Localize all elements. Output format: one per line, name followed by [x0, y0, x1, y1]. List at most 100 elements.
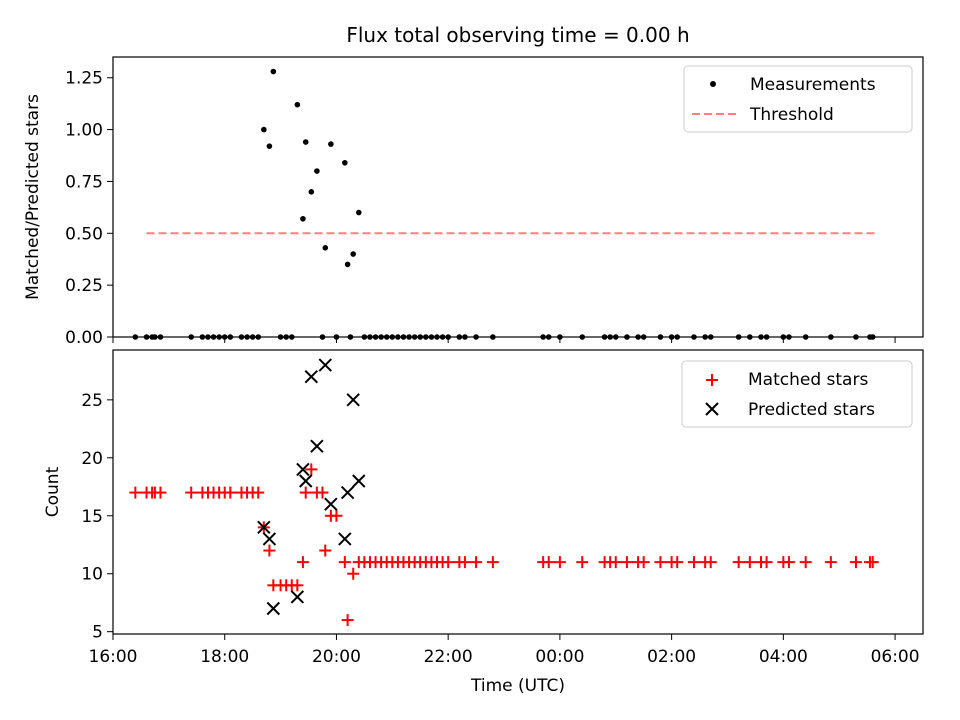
measurement-point	[702, 334, 708, 340]
measurement-point	[445, 334, 451, 340]
predicted-point	[338, 532, 352, 546]
predicted-point	[340, 485, 355, 500]
legend-predicted-marker	[705, 402, 719, 416]
measurement-point	[462, 334, 468, 340]
matched-point	[296, 556, 309, 569]
measurement-point	[707, 334, 714, 340]
measurement-point	[383, 334, 390, 340]
measurement-point	[266, 143, 273, 149]
matched-point	[305, 463, 318, 476]
matched-point	[347, 567, 360, 580]
matched-point	[185, 486, 198, 499]
bottom-y-tick-label: 10	[81, 565, 103, 585]
matched-point	[824, 556, 837, 569]
measurement-point	[347, 334, 354, 340]
bottom-x-tick-label: 00:00	[535, 647, 584, 667]
legend-threshold-label: Threshold	[749, 105, 834, 125]
matched-point	[330, 509, 343, 522]
measurement-point	[395, 334, 401, 340]
measurement-point	[434, 334, 440, 340]
matched-point	[316, 486, 329, 499]
measurement-point	[828, 334, 834, 340]
measurement-point	[283, 334, 289, 340]
matched-point	[866, 556, 879, 569]
matched-point	[458, 556, 471, 569]
measurement-point	[378, 334, 384, 340]
measurement-point	[601, 334, 608, 340]
measurement-point	[691, 334, 697, 340]
predicted-point	[257, 520, 271, 535]
bottom-x-tick-label: 16:00	[89, 647, 138, 667]
bottom-x-ticks: 16:00 18:00 20:00 22:00 00:00 02:00 04:00 06:00	[89, 634, 920, 667]
bottom-x-tick-label: 06:00	[871, 647, 920, 667]
predicted-point	[299, 474, 313, 488]
predicted-point	[266, 601, 281, 616]
measurement-point	[640, 334, 647, 340]
legend-matched-label: Matched stars	[748, 370, 868, 390]
predicted-point	[304, 369, 319, 384]
matched-point	[129, 486, 142, 499]
matched-point	[341, 614, 354, 627]
measurement-point	[417, 334, 424, 340]
bottom-x-tick-label: 02:00	[647, 647, 696, 667]
predicted-point	[262, 532, 277, 546]
measurement-point	[238, 334, 245, 340]
matched-point	[687, 556, 700, 569]
measurement-point	[261, 126, 267, 133]
measurement-point	[216, 334, 222, 340]
measurement-point	[342, 159, 348, 166]
top-y-tick-label: 0.25	[65, 276, 103, 296]
top-y-tick-label: 1.00	[65, 121, 103, 141]
measurement-point	[333, 334, 340, 340]
bottom-y-tick-label: 20	[81, 449, 103, 469]
matched-point	[224, 486, 237, 499]
measurement-point	[319, 334, 326, 340]
measurement-point	[786, 334, 792, 340]
bottom-y-tick-label: 25	[81, 391, 103, 411]
measurement-point	[869, 334, 876, 340]
measurement-point	[277, 334, 284, 340]
measurement-point	[557, 334, 563, 340]
matched-point	[319, 544, 332, 557]
measurement-point	[294, 101, 301, 108]
measurement-point	[456, 334, 463, 340]
matched-point	[542, 556, 555, 569]
measurement-point	[389, 334, 396, 340]
measurement-point	[205, 334, 211, 340]
measurement-point	[143, 334, 150, 340]
bottom-y-tick-label: 5	[92, 623, 103, 643]
matched-point	[732, 556, 745, 569]
bottom-x-tick-label: 20:00	[312, 647, 361, 667]
measurement-point	[657, 334, 664, 340]
measurement-point	[747, 334, 753, 340]
top-axes-frame	[112, 56, 924, 338]
predicted-point	[318, 358, 332, 372]
measurement-point	[322, 245, 329, 251]
top-plot-marks	[132, 68, 879, 340]
measurement-point	[244, 334, 250, 340]
measurement-point	[545, 334, 552, 340]
top-y-tick-label: 0.00	[65, 328, 103, 348]
bottom-y-axis-label: Count	[43, 466, 63, 517]
measurement-point	[255, 334, 262, 340]
bottom-axes-frame	[112, 349, 924, 635]
measurement-point	[221, 334, 228, 340]
measurement-point	[288, 334, 295, 340]
matched-point	[299, 486, 312, 499]
measurement-point	[400, 334, 407, 340]
top-y-tick-label: 0.75	[65, 172, 103, 192]
measurement-point	[314, 168, 320, 174]
top-legend: Measurements Threshold	[683, 65, 913, 133]
predicted-point	[324, 497, 338, 511]
predicted-point	[310, 439, 324, 453]
measurement-point	[624, 334, 630, 340]
bottom-panel: 5 10 15 20 25 16:00 18:00 20:00 22:00 00:00 02:00…	[43, 349, 924, 696]
measurement-point	[367, 334, 373, 340]
measurement-point	[270, 68, 277, 75]
matched-point	[849, 556, 862, 569]
measurement-point	[406, 334, 412, 340]
measurement-point	[758, 334, 764, 340]
bottom-y-ticks: 5 10 15 20 25	[81, 391, 113, 643]
matched-point	[671, 556, 684, 569]
